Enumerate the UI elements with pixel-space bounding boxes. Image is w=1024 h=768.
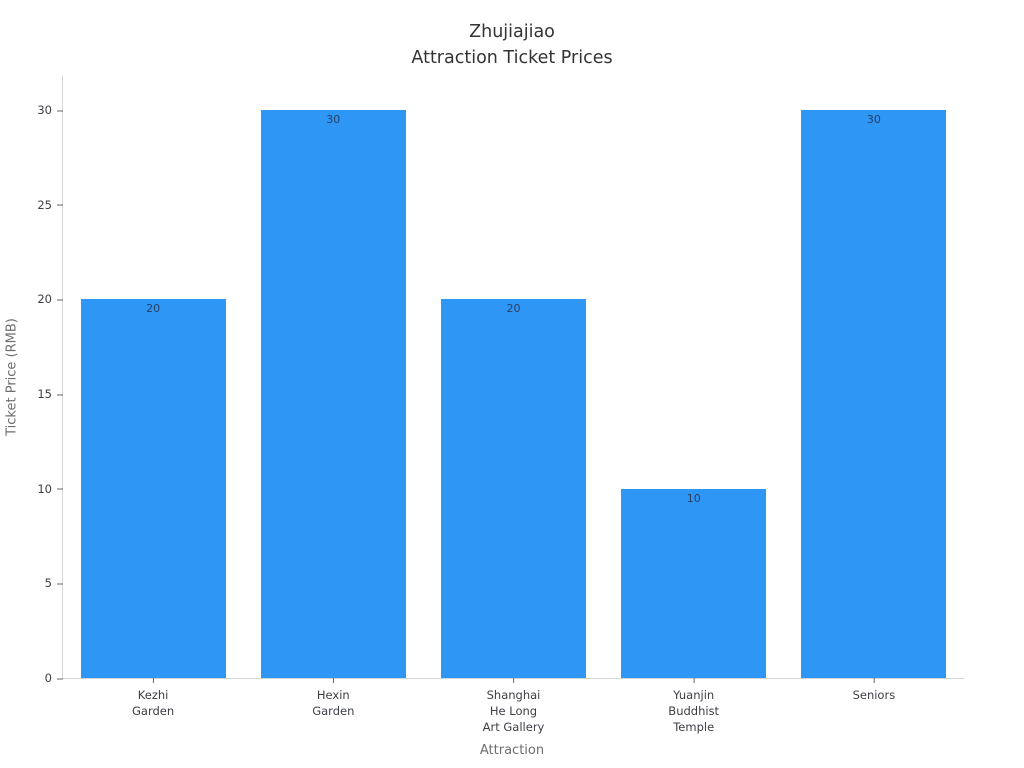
x-tick-mark (873, 678, 875, 683)
y-tick-mark (57, 678, 63, 679)
x-tick-label-line: Kezhi (137, 688, 169, 702)
bars-row: 20 30 20 10 30 (63, 76, 964, 678)
x-tick-mark (513, 678, 514, 683)
x-tick-label-line: Art Gallery (482, 720, 545, 734)
y-tick-label: 0 (44, 671, 52, 685)
y-tick-mark (57, 488, 63, 490)
bar[interactable]: 20 (440, 299, 587, 678)
x-axis-title: Attraction (479, 743, 545, 758)
x-tick: Shanghai He Long Art Gallery (483, 678, 545, 735)
x-tick-mark (332, 678, 334, 683)
y-tick-label: 5 (44, 576, 52, 591)
x-tick-label-line: Hexin (316, 688, 350, 702)
x-tick-label: Hexin Garden (312, 687, 354, 719)
x-tick-label-line: Temple (673, 720, 715, 734)
x-tick-label: Shanghai He Long Art Gallery (483, 687, 545, 735)
y-tick-label: 30 (37, 103, 52, 118)
bar[interactable]: 30 (801, 110, 947, 678)
x-tick-mark (693, 678, 695, 683)
chart-title: Zhujiajiao Attraction Ticket Prices (411, 19, 612, 71)
chart-title-line1: Zhujiajiao (469, 22, 555, 42)
x-tick-label: Seniors (853, 687, 896, 703)
plot-area: 0 5 10 15 20 25 30 20 30 20 10 30 Kezhi Garden Hexin… (37, 76, 964, 734)
x-tick-label-line: Garden (132, 704, 175, 718)
y-tick-label: 20 (37, 292, 52, 307)
bar-value-label: 10 (686, 491, 701, 505)
y-tick-label: 25 (37, 197, 52, 212)
y-tick-label: 15 (37, 387, 52, 402)
bar-slot: 30 (784, 76, 964, 678)
y-tick-label: 10 (37, 481, 52, 496)
y-tick-mark (57, 583, 63, 585)
bar[interactable]: 30 (260, 110, 406, 678)
x-tick-label-line: Yuanjin (673, 688, 715, 702)
bar-slot: 30 (243, 76, 423, 678)
y-tick-mark (57, 299, 63, 301)
bar-slot: 20 (423, 76, 603, 678)
x-tick: Seniors (853, 678, 896, 703)
y-tick-mark (57, 110, 63, 112)
x-tick-label-line: Seniors (852, 688, 896, 702)
x-tick: Yuanjin Buddhist Temple (668, 678, 719, 735)
bar[interactable]: 20 (80, 299, 226, 678)
x-tick-mark (152, 678, 154, 683)
y-axis-title: Ticket Price (RMB) (4, 318, 20, 436)
bar-value-label: 20 (506, 302, 521, 316)
bar-value-label: 30 (866, 113, 881, 127)
x-tick-label: Yuanjin Buddhist Temple (668, 687, 719, 735)
x-tick-label-line: Garden (312, 704, 355, 718)
x-tick: Kezhi Garden (132, 678, 174, 719)
y-tick-mark (57, 394, 63, 396)
bar-value-label: 20 (146, 302, 161, 316)
bar[interactable]: 10 (621, 488, 767, 678)
x-tick: Hexin Garden (312, 678, 354, 719)
bar-slot: 20 (63, 76, 243, 678)
x-tick-label-line: Shanghai (486, 688, 541, 702)
x-tick-label-line: Buddhist (668, 704, 720, 718)
bar-slot: 10 (604, 76, 784, 678)
bar-value-label: 30 (326, 113, 341, 127)
y-tick-mark (57, 204, 63, 206)
chart-title-line2: Attraction Ticket Prices (411, 48, 613, 68)
x-tick-label: Kezhi Garden (132, 687, 174, 719)
x-tick-label-line: He Long (489, 704, 538, 718)
